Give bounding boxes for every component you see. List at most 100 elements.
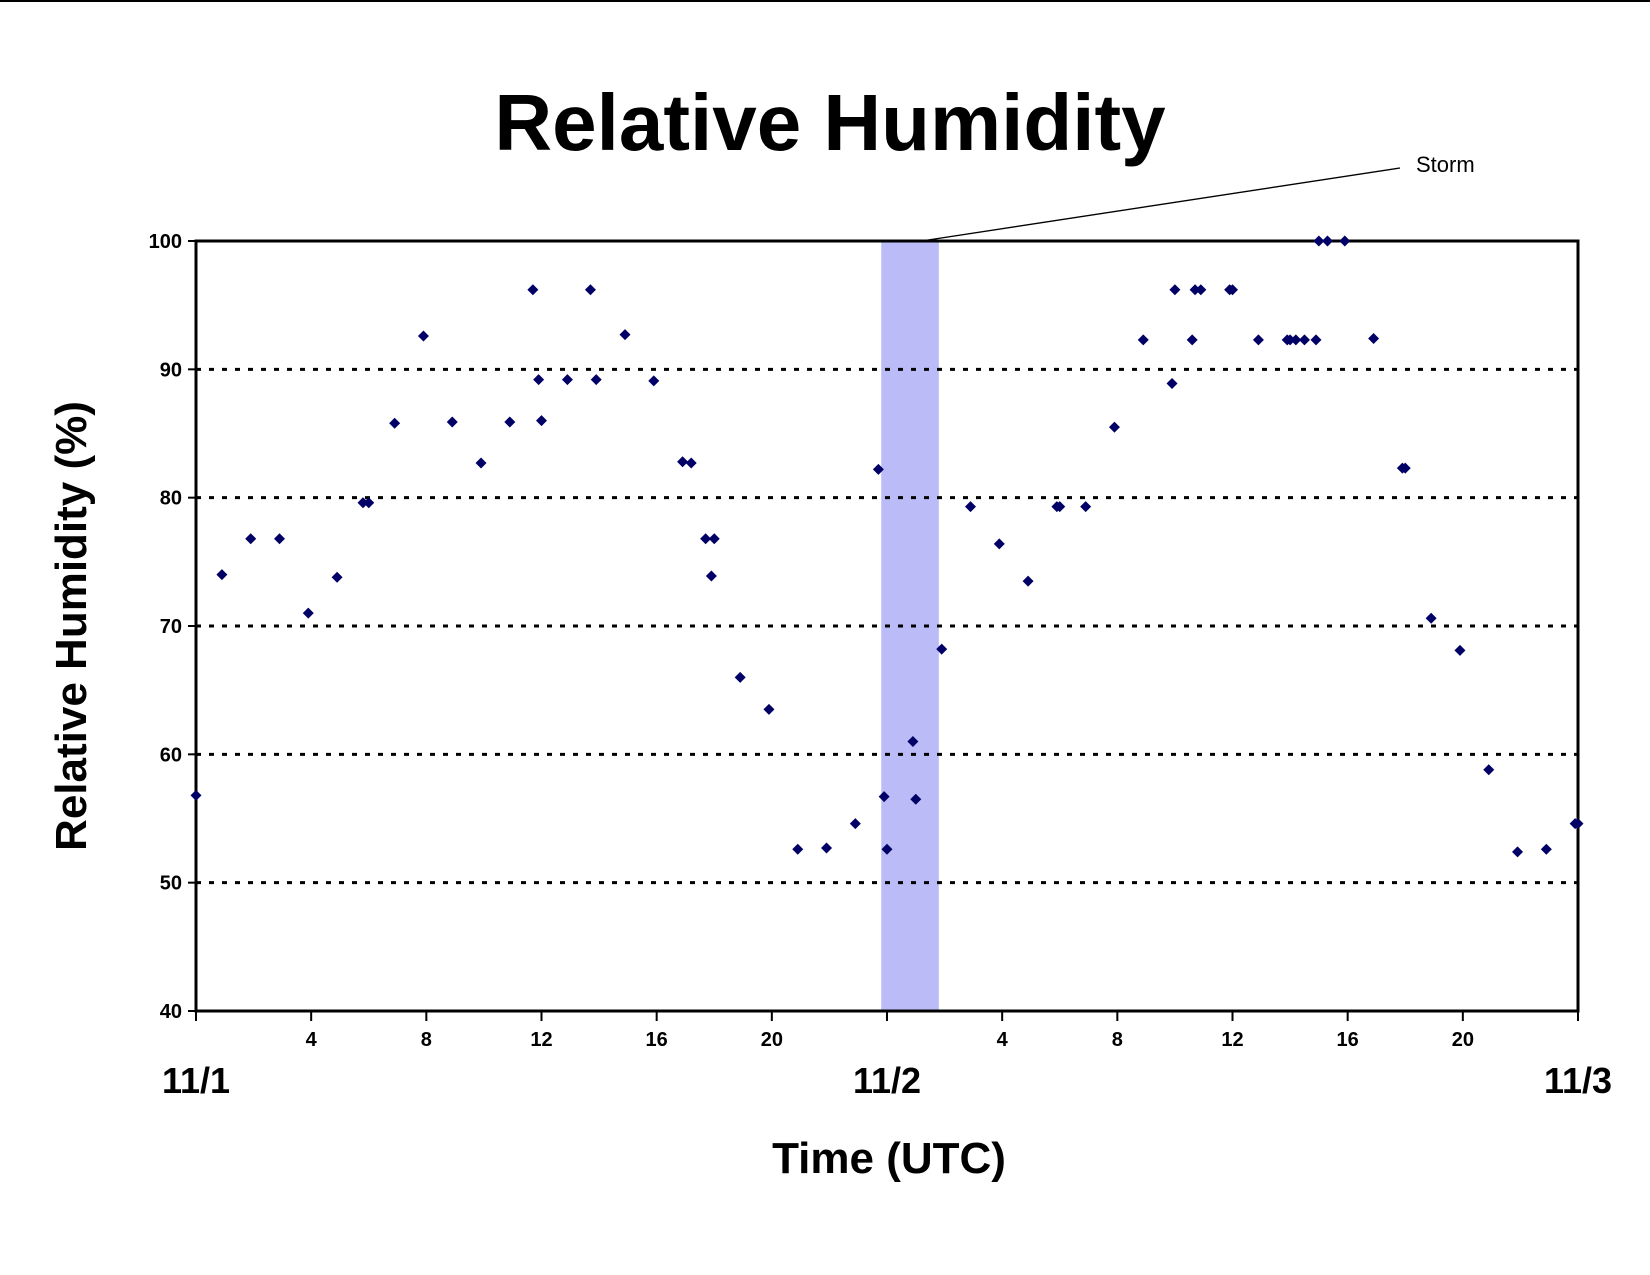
data-point: [1022, 575, 1034, 587]
data-point: [1322, 235, 1334, 247]
x-tick-label: 8: [421, 1029, 432, 1051]
data-point: [763, 703, 775, 715]
data-point: [872, 463, 884, 475]
data-point: [1368, 333, 1380, 345]
storm-leader-line: [921, 167, 1401, 242]
data-point: [1166, 377, 1178, 389]
x-tick-label: 8: [1112, 1029, 1123, 1051]
data-point: [677, 456, 689, 468]
data-point: [1298, 334, 1310, 346]
y-tick-label: 40: [160, 1001, 182, 1023]
data-point: [417, 330, 429, 342]
data-points: [190, 235, 1584, 858]
data-point: [1572, 818, 1584, 830]
data-point: [536, 415, 547, 427]
x-tick-label: 12: [1221, 1029, 1243, 1051]
data-point: [1540, 843, 1552, 855]
data-point: [1169, 284, 1181, 296]
data-point: [936, 643, 948, 655]
data-point: [446, 416, 458, 428]
data-point: [1195, 284, 1207, 296]
data-point: [1290, 334, 1302, 346]
data-point: [792, 843, 804, 855]
data-point: [849, 818, 861, 830]
y-axis-title: Relative Humidity (%): [47, 401, 96, 851]
x-tick-label: 16: [646, 1029, 668, 1051]
chart-title: Relative Humidity: [494, 78, 1166, 167]
data-point: [363, 497, 375, 509]
data-point: [1080, 501, 1092, 513]
data-point: [881, 843, 893, 855]
data-point: [708, 533, 720, 545]
storm-annotation: Storm: [1416, 152, 1475, 177]
data-point: [216, 569, 228, 581]
y-tick-label: 50: [160, 873, 182, 895]
data-point: [1227, 284, 1238, 296]
data-point: [910, 793, 922, 805]
storm-band: [881, 241, 939, 1011]
data-point: [527, 284, 539, 296]
storm-layer: Storm: [881, 152, 1475, 1011]
data-point: [1425, 612, 1437, 624]
data-point: [705, 570, 717, 582]
data-point: [1512, 846, 1524, 858]
data-point: [700, 533, 712, 545]
data-point: [1483, 764, 1495, 776]
data-point: [685, 457, 697, 469]
data-point: [993, 538, 1005, 550]
data-point: [1399, 462, 1411, 474]
data-point: [331, 571, 343, 583]
data-point: [878, 791, 890, 803]
x-tick-label: 20: [1452, 1029, 1474, 1051]
data-point: [1137, 334, 1149, 346]
data-point: [1189, 284, 1201, 296]
data-point: [389, 417, 401, 429]
data-point: [1252, 334, 1264, 346]
data-point: [533, 374, 545, 386]
data-point: [1313, 235, 1325, 247]
y-tick-label: 70: [160, 616, 182, 638]
data-point: [1284, 334, 1296, 346]
data-point: [1310, 334, 1322, 346]
data-point: [357, 497, 369, 509]
data-point: [1054, 501, 1066, 513]
data-point: [302, 607, 314, 619]
date-label: 11/2: [853, 1060, 921, 1101]
data-point: [190, 789, 202, 801]
x-tick-label: 12: [530, 1029, 552, 1051]
data-point: [648, 375, 660, 387]
data-point: [245, 533, 257, 545]
data-point: [504, 416, 516, 428]
data-point: [475, 457, 487, 469]
data-point: [1339, 235, 1351, 247]
date-label: 11/1: [162, 1060, 230, 1101]
data-point: [273, 533, 285, 545]
x-tick-label: 16: [1337, 1029, 1359, 1051]
data-point: [734, 671, 746, 683]
x-tick-label: 4: [997, 1029, 1009, 1051]
x-tick-label: 4: [306, 1029, 318, 1051]
date-label: 11/3: [1544, 1060, 1612, 1101]
data-point: [1108, 421, 1120, 433]
y-tick-label: 100: [149, 231, 182, 253]
data-point: [590, 374, 602, 386]
gridlines: [196, 367, 1578, 885]
top-rule: [0, 0, 1650, 2]
x-tick-label: 20: [761, 1029, 783, 1051]
y-tick-label: 60: [160, 744, 182, 766]
data-point: [1454, 644, 1466, 656]
data-point: [619, 329, 631, 341]
data-point: [1186, 334, 1198, 346]
data-point: [907, 736, 919, 747]
data-point: [561, 374, 573, 386]
data-point: [964, 501, 976, 513]
y-axis-ticks: 40 50 60 70 80 90 100: [149, 231, 196, 1023]
y-tick-label: 90: [160, 359, 182, 381]
x-axis-title: Time (UTC): [772, 1134, 1006, 1183]
x-axis-ticks: 4 8 12 16 20 4 8 12 16 20: [195, 1011, 1579, 1051]
data-point: [584, 284, 596, 296]
date-labels: 11/1 11/2 11/3: [162, 1060, 1612, 1101]
y-tick-label: 80: [160, 488, 182, 510]
data-point: [821, 842, 833, 854]
